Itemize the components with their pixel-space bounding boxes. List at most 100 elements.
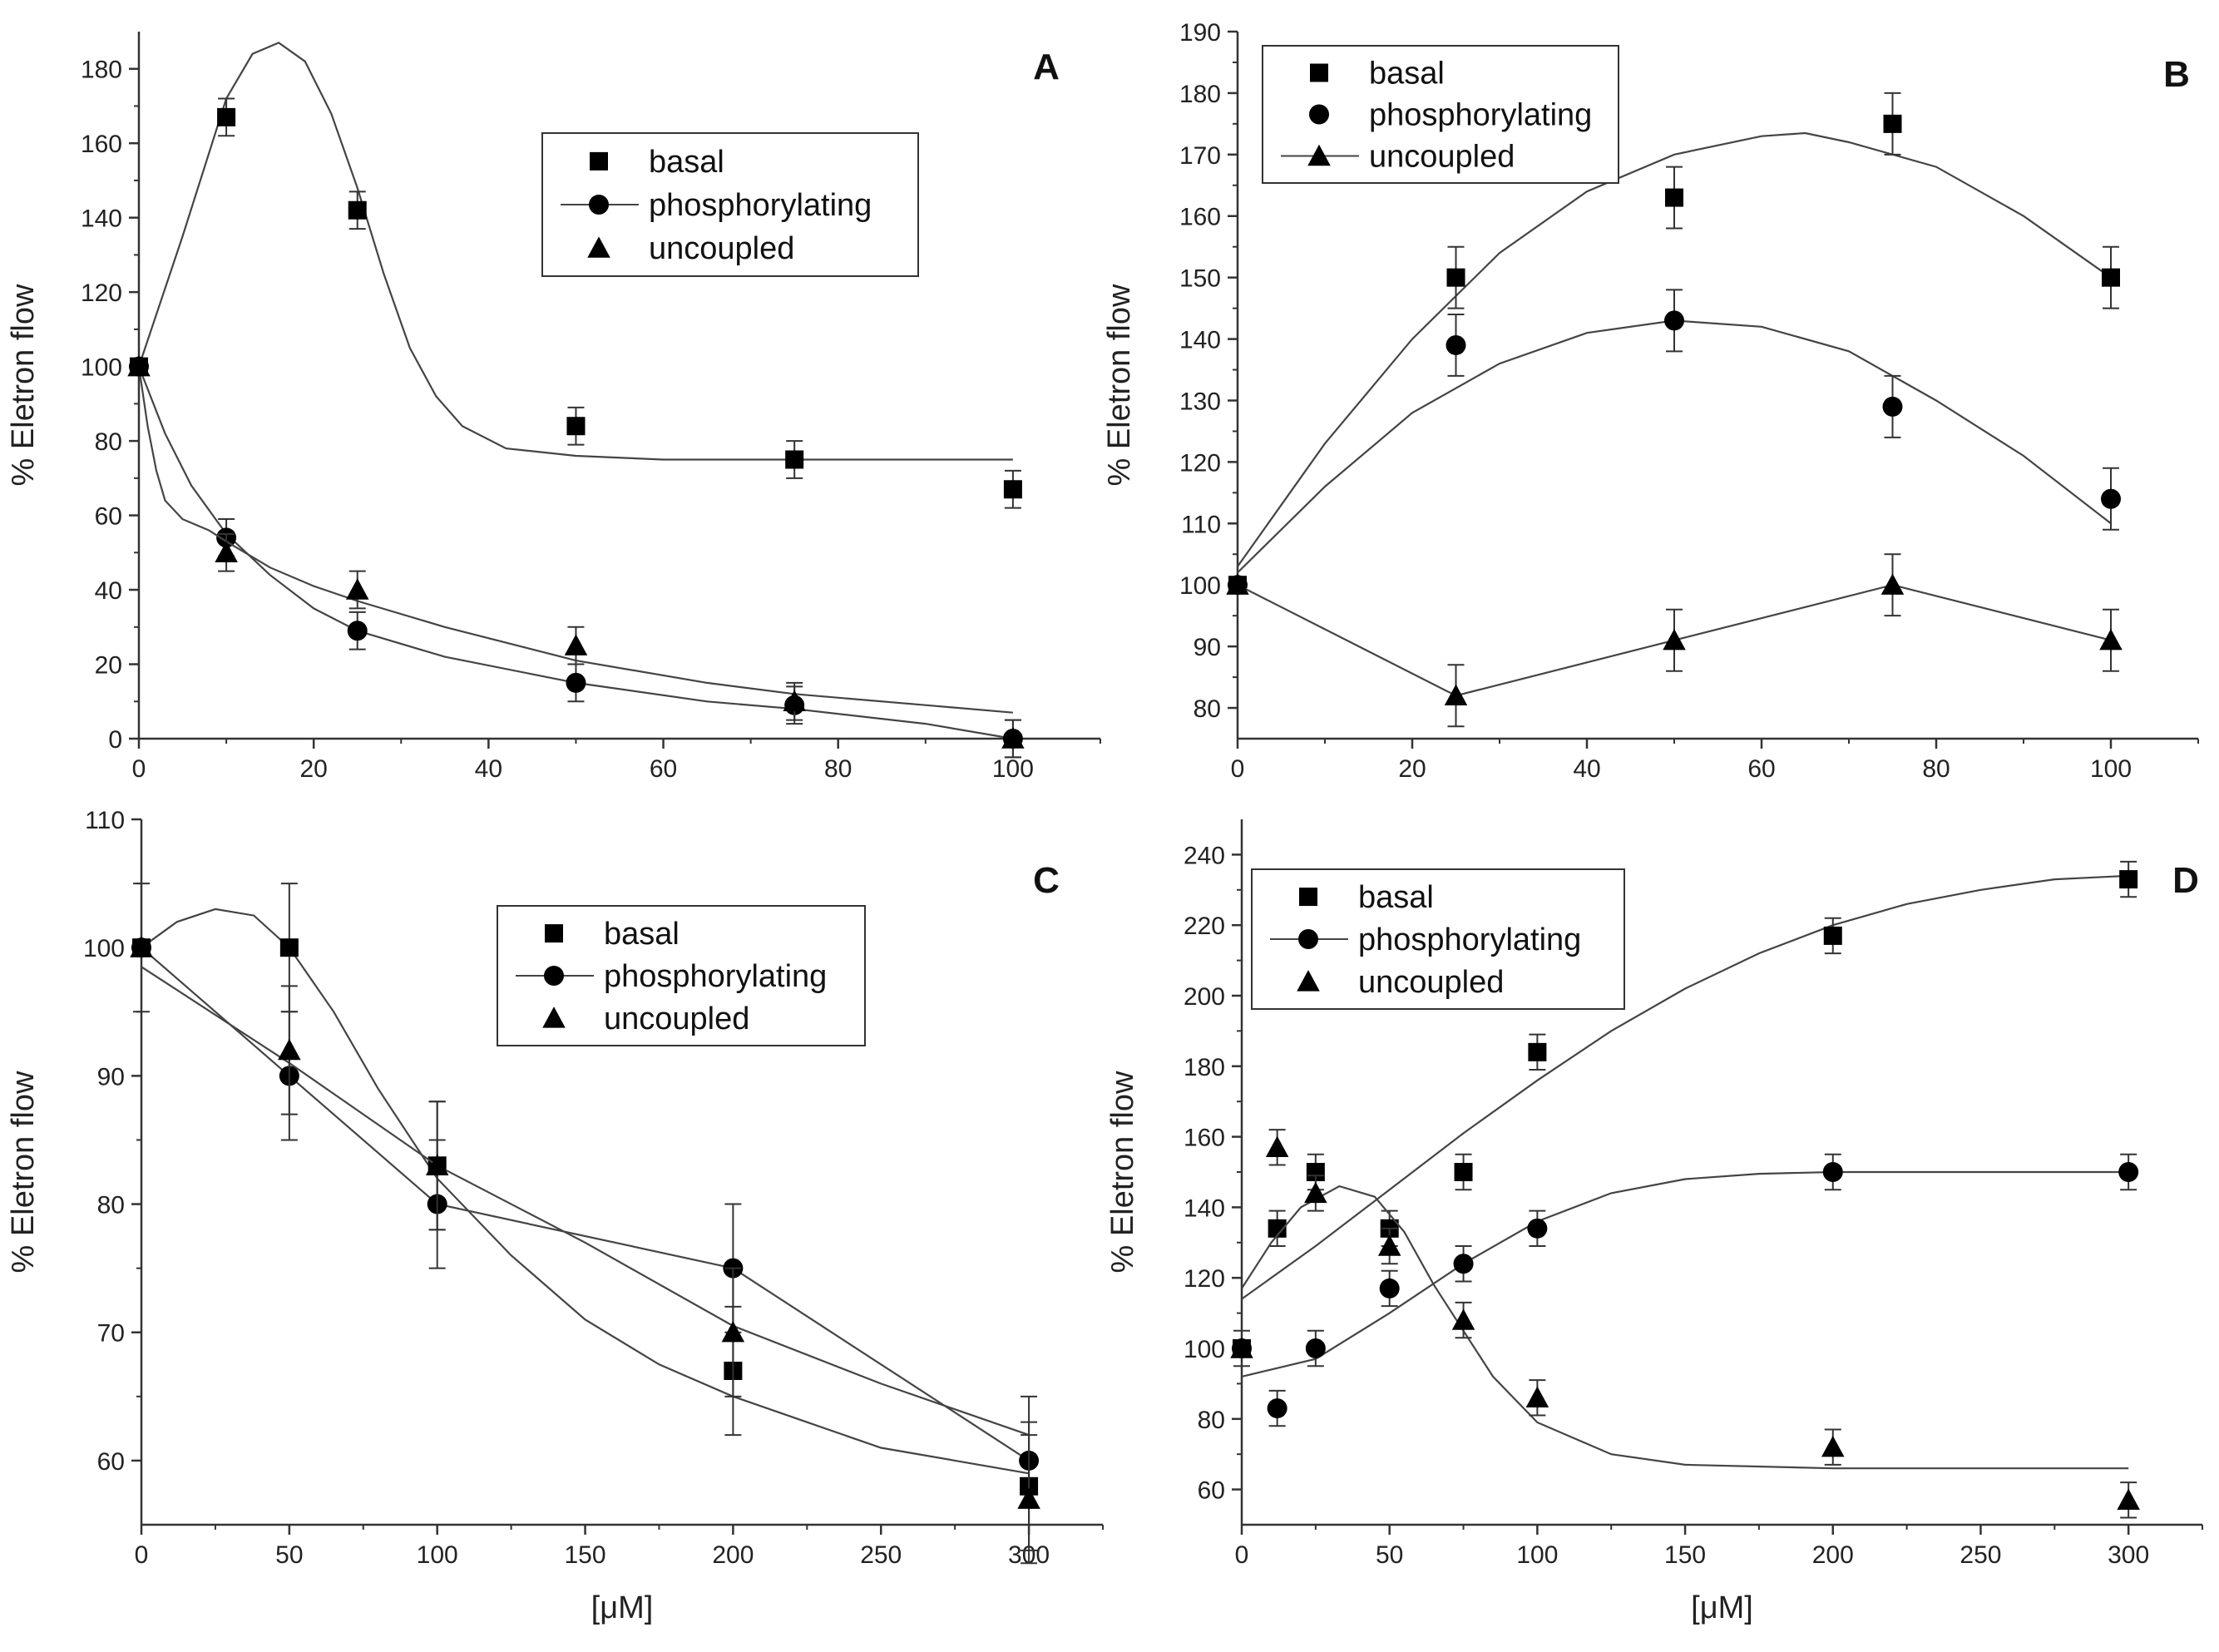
data-point-uncoupled bbox=[1821, 1435, 1845, 1457]
data-point-phosphorylating bbox=[1664, 310, 1684, 331]
y-tick-label: 60 bbox=[95, 503, 122, 531]
fit-line-phosphorylating bbox=[1237, 319, 2112, 574]
y-axis-title: % Eletron flow bbox=[1102, 284, 1137, 486]
legend-label-uncoupled: uncoupled bbox=[1358, 965, 1504, 1000]
y-tick-label: 80 bbox=[1198, 1407, 1225, 1434]
chart-panel-a: 0 20 40 60 80 100 120 140 160 180 0 20 40 60 80 100 % El… bbox=[6, 32, 1101, 783]
y-tick-label: 20 bbox=[95, 652, 122, 680]
data-point-basal bbox=[1446, 268, 1465, 287]
data-point-uncoupled bbox=[1444, 684, 1468, 705]
data-point-basal bbox=[217, 107, 236, 126]
y-tick-label: 140 bbox=[81, 205, 122, 233]
x-tick-label: 60 bbox=[650, 755, 677, 783]
legend-label-phosphorylating: phosphorylating bbox=[1369, 98, 1592, 133]
data-point-phosphorylating bbox=[1527, 1218, 1548, 1239]
x-tick-label: 250 bbox=[1960, 1541, 2001, 1569]
y-tick-label: 160 bbox=[1184, 1125, 1225, 1152]
x-tick-label: 80 bbox=[1922, 755, 1950, 783]
legend-marker-basal bbox=[545, 924, 563, 943]
legend-label-basal: basal bbox=[1369, 57, 1445, 92]
x-tick-label: 50 bbox=[1376, 1541, 1403, 1569]
panel-label: B bbox=[2163, 54, 2190, 95]
data-point-uncoupled bbox=[1663, 628, 1686, 650]
y-tick-label: 80 bbox=[95, 428, 122, 456]
series-uncoupled bbox=[1230, 1129, 2140, 1519]
panel-label: C bbox=[1033, 860, 1060, 901]
data-point-phosphorylating bbox=[1882, 396, 1903, 417]
legend-label-phosphorylating: phosphorylating bbox=[649, 188, 872, 223]
data-point-uncoupled bbox=[215, 541, 238, 563]
data-point-uncoupled bbox=[1226, 573, 1249, 595]
y-tick-label: 40 bbox=[95, 577, 122, 605]
data-point-basal bbox=[785, 450, 804, 469]
y-tick-label: 180 bbox=[1179, 81, 1221, 108]
data-point-basal bbox=[1528, 1042, 1547, 1061]
y-tick-label: 80 bbox=[1194, 695, 1221, 723]
data-point-uncoupled bbox=[130, 936, 153, 957]
data-point-basal bbox=[2119, 870, 2138, 889]
y-tick-label: 100 bbox=[1179, 572, 1221, 600]
series-phosphorylating bbox=[1228, 289, 2121, 596]
data-point-phosphorylating bbox=[566, 672, 586, 693]
x-axis-title: [μM] bbox=[591, 1590, 654, 1625]
y-tick-label: 240 bbox=[1184, 842, 1225, 869]
data-point-uncoupled bbox=[1017, 1487, 1040, 1509]
fit-line-uncoupled bbox=[1241, 1185, 2129, 1470]
x-tick-label: 80 bbox=[824, 755, 852, 783]
x-tick-label: 60 bbox=[1747, 755, 1775, 783]
legend-label-basal: basal bbox=[604, 917, 680, 952]
fit-line-basal bbox=[137, 42, 1013, 461]
data-point-basal bbox=[1883, 114, 1902, 133]
y-axis-title: % Eletron flow bbox=[6, 1071, 41, 1273]
y-tick-label: 120 bbox=[1184, 1265, 1225, 1293]
legend-marker-uncoupled bbox=[1307, 144, 1331, 166]
data-point-uncoupled bbox=[564, 634, 588, 655]
y-tick-label: 170 bbox=[1179, 142, 1221, 170]
legend: basal phosphorylating uncoupled bbox=[541, 132, 919, 277]
y-tick-label: 190 bbox=[1179, 19, 1221, 47]
legend-label-uncoupled: uncoupled bbox=[604, 1002, 749, 1036]
data-point-phosphorylating bbox=[1305, 1338, 1326, 1358]
data-point-phosphorylating bbox=[1446, 334, 1466, 355]
data-point-phosphorylating bbox=[1822, 1162, 1843, 1182]
x-tick-label: 100 bbox=[992, 755, 1034, 783]
legend-marker-phosphorylating bbox=[589, 195, 609, 215]
data-point-basal bbox=[1823, 926, 1842, 945]
data-point-uncoupled bbox=[1230, 1337, 1253, 1358]
y-tick-label: 60 bbox=[97, 1448, 125, 1476]
data-point-basal bbox=[1268, 1219, 1287, 1238]
data-point-basal bbox=[2102, 268, 2120, 287]
series-uncoupled bbox=[1226, 553, 2123, 728]
y-tick-label: 130 bbox=[1179, 388, 1221, 415]
legend-marker-uncoupled bbox=[542, 1007, 566, 1028]
series-uncoupled bbox=[130, 936, 1040, 1565]
data-point-uncoupled bbox=[1377, 1234, 1401, 1256]
y-tick-label: 180 bbox=[81, 57, 122, 84]
y-tick-label: 100 bbox=[83, 935, 125, 962]
data-point-phosphorylating bbox=[1379, 1278, 1400, 1298]
y-tick-label: 110 bbox=[1181, 511, 1221, 538]
panel-label: A bbox=[1033, 47, 1060, 87]
y-tick-label: 200 bbox=[1184, 983, 1225, 1011]
fit-line-phosphorylating bbox=[1241, 1170, 2129, 1377]
data-point-uncoupled bbox=[1304, 1181, 1327, 1204]
legend-label-uncoupled: uncoupled bbox=[1369, 140, 1515, 175]
data-point-uncoupled bbox=[345, 578, 369, 600]
data-point-basal bbox=[348, 200, 367, 220]
legend-marker-phosphorylating bbox=[1309, 104, 1329, 125]
x-tick-label: 300 bbox=[2108, 1541, 2149, 1569]
chart-panel-b: 80 90 100 110 120 130 140 150 160 170 180 190 0 20 40 6… bbox=[1102, 19, 2199, 783]
fit-line-basal bbox=[1241, 874, 2129, 1300]
x-tick-label: 150 bbox=[1664, 1541, 1706, 1569]
legend: basal phosphorylating uncoupled bbox=[497, 905, 866, 1046]
y-axis-title: % Eletron flow bbox=[6, 284, 41, 486]
y-tick-label: 140 bbox=[1184, 1194, 1225, 1222]
y-tick-label: 100 bbox=[1184, 1336, 1225, 1363]
data-point-uncoupled bbox=[1001, 727, 1025, 749]
series-basal bbox=[130, 42, 1022, 509]
x-tick-label: 0 bbox=[1231, 755, 1245, 783]
y-tick-label: 60 bbox=[1198, 1477, 1225, 1505]
data-point-basal bbox=[1665, 188, 1683, 207]
x-tick-label: 20 bbox=[1398, 755, 1426, 783]
